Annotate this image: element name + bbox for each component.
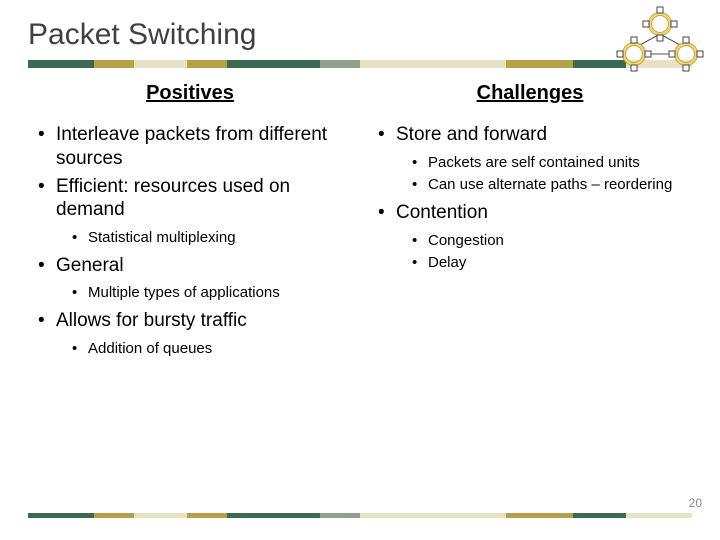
- sub-list-item: Congestion: [412, 231, 692, 251]
- list-item: Efficient: resources used on demandStati…: [36, 175, 352, 248]
- challenges-column: Challenges Store and forwardPackets are …: [368, 82, 692, 364]
- sub-list: Packets are self contained unitsCan use …: [396, 153, 692, 195]
- sub-list-item: Can use alternate paths – reordering: [412, 175, 692, 195]
- page-number: 20: [689, 496, 702, 510]
- network-icon: [610, 6, 710, 76]
- sub-list-item: Packets are self contained units: [412, 153, 692, 173]
- list-item: GeneralMultiple types of applications: [36, 254, 352, 303]
- sub-list: CongestionDelay: [396, 231, 692, 273]
- list-item: ContentionCongestionDelay: [376, 201, 692, 273]
- challenges-list: Store and forwardPackets are self contai…: [368, 123, 692, 273]
- positives-heading: Positives: [28, 82, 352, 105]
- content-columns: Positives Interleave packets from differ…: [28, 82, 692, 364]
- sub-list: Multiple types of applications: [56, 283, 352, 303]
- footer-stripe: [28, 513, 692, 518]
- sub-list-item: Statistical multiplexing: [72, 228, 352, 248]
- list-item: Allows for bursty trafficAddition of que…: [36, 309, 352, 358]
- challenges-heading: Challenges: [368, 82, 692, 105]
- sub-list-item: Multiple types of applications: [72, 283, 352, 303]
- sub-list: Statistical multiplexing: [56, 228, 352, 248]
- sub-list-item: Addition of queues: [72, 339, 352, 359]
- sub-list: Addition of queues: [56, 339, 352, 359]
- sub-list-item: Delay: [412, 253, 692, 273]
- list-item: Store and forwardPackets are self contai…: [376, 123, 692, 195]
- page-title: Packet Switching: [28, 18, 692, 52]
- positives-list: Interleave packets from different source…: [28, 123, 352, 358]
- title-stripe: [28, 60, 692, 68]
- list-item: Interleave packets from different source…: [36, 123, 352, 171]
- positives-column: Positives Interleave packets from differ…: [28, 82, 352, 364]
